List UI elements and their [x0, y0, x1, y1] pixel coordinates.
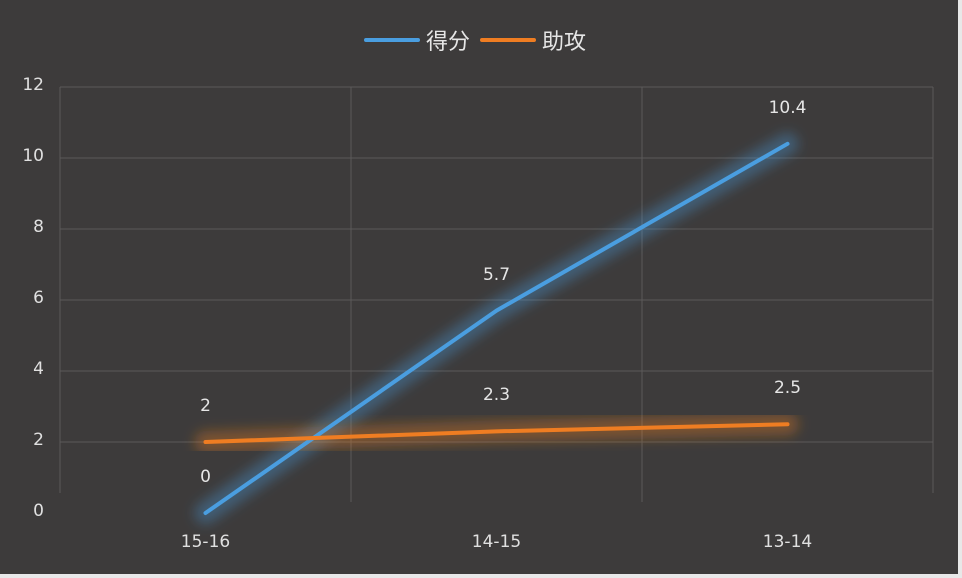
data-label: 2.5 [773, 378, 802, 399]
data-label: 2 [200, 396, 211, 416]
y-tick-label: 10 [22, 146, 44, 166]
y-tick-label: 2 [33, 430, 44, 450]
x-tick-label: 13-14 [762, 532, 813, 552]
legend: 得分 助攻 [364, 24, 596, 56]
x-tick-label: 14-15 [471, 532, 522, 552]
data-label: 10.4 [768, 97, 807, 118]
data-label: 0 [200, 467, 211, 487]
y-tick-label: 4 [33, 359, 44, 379]
y-tick-label: 8 [33, 217, 44, 237]
y-tick-label: 0 [33, 501, 44, 521]
legend-swatch-assists [480, 38, 537, 42]
legend-label-assists: 助攻 [542, 30, 587, 55]
legend-label-score: 得分 [426, 30, 471, 55]
x-tick-label: 15-16 [180, 532, 231, 552]
legend-item-assists[interactable]: 助攻 [480, 24, 586, 56]
legend-swatch-score [364, 38, 420, 42]
data-label: 5.7 [482, 264, 511, 285]
y-tick-label: 6 [33, 288, 44, 308]
data-label: 2.3 [482, 385, 511, 406]
legend-item-score[interactable]: 得分 [364, 24, 470, 56]
series-line-0[interactable] [203, 141, 790, 515]
y-tick-label: 12 [22, 75, 44, 95]
series-line-1[interactable] [203, 422, 790, 444]
